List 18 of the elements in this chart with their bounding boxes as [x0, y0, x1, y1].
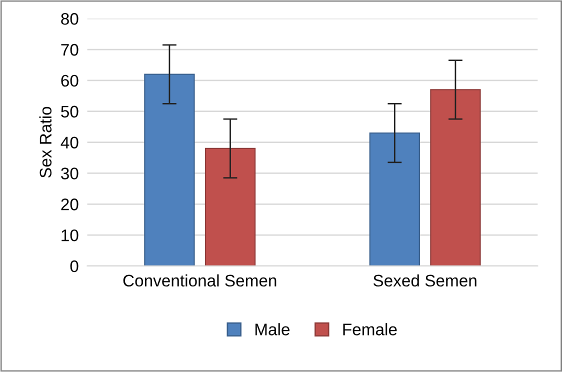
- y-tick-label: 80: [61, 13, 78, 25]
- bar: [430, 89, 481, 266]
- legend-label: Female: [343, 323, 397, 336]
- y-tick-label: 0: [70, 260, 78, 272]
- y-tick-label: 40: [60, 136, 78, 148]
- y-tick-label: 20: [61, 198, 78, 210]
- y-tick-label: 30: [61, 168, 78, 180]
- y-tick-label: 70: [61, 44, 78, 56]
- x-tick-label: Conventional Semen: [123, 274, 276, 287]
- bar: [144, 74, 195, 266]
- x-tick-label: Sexed Semen: [373, 274, 476, 287]
- y-axis-title: Sex Ratio: [39, 106, 52, 178]
- y-tick-label: 10: [62, 229, 78, 242]
- y-tick-label: 50: [61, 106, 78, 118]
- y-tick-label: 60: [61, 74, 78, 87]
- legend-label: Male: [255, 323, 290, 336]
- bar: [204, 148, 256, 266]
- bar: [369, 132, 420, 266]
